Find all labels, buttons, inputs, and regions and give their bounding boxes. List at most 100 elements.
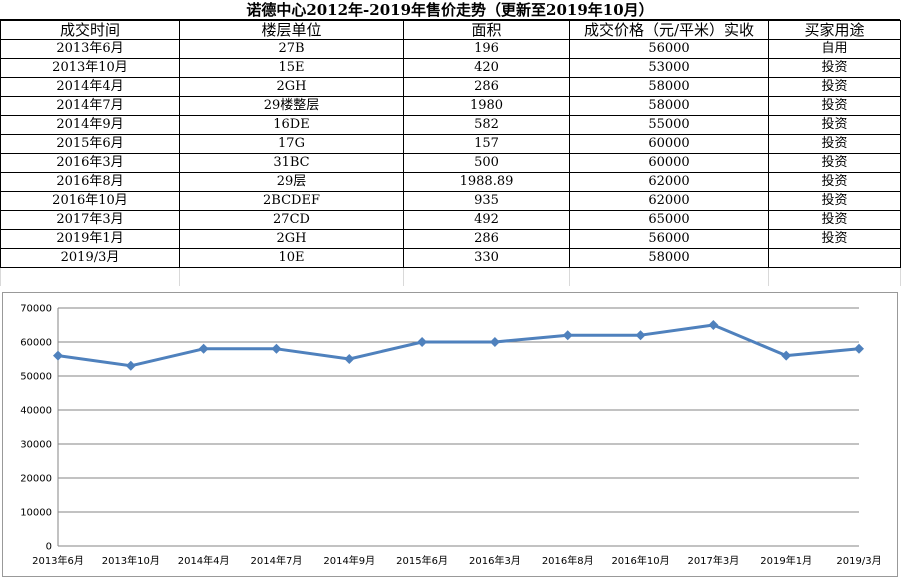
table-cell[interactable]: 29层 xyxy=(179,172,404,192)
table-cell[interactable]: 投资 xyxy=(768,229,901,249)
table-cell[interactable]: 58000 xyxy=(569,77,769,97)
table-cell[interactable]: 2013年6月 xyxy=(0,39,180,59)
table-cell[interactable]: 2019/3月 xyxy=(0,248,180,268)
empty-cell[interactable] xyxy=(403,267,570,286)
table-cell[interactable] xyxy=(768,248,901,268)
table-cell[interactable]: 53000 xyxy=(569,58,769,78)
table-cell[interactable]: 55000 xyxy=(569,115,769,135)
data-point xyxy=(489,337,500,347)
chart-frame[interactable]: 0 10000 20000 30000 40000 50000 60000 70000 2013… xyxy=(2,292,898,577)
table-cell[interactable]: 27CD xyxy=(179,210,404,230)
data-point xyxy=(781,350,792,361)
table-cell[interactable]: 56000 xyxy=(569,39,769,59)
table-cell[interactable]: 投资 xyxy=(768,77,901,97)
table-row: 2013年10月 15E 420 53000 投资 xyxy=(0,58,901,78)
table-cell[interactable]: 2BCDEF xyxy=(179,191,404,211)
table-cell[interactable]: 16DE xyxy=(179,115,404,135)
table-cell[interactable]: 2014年9月 xyxy=(0,115,180,135)
x-tick-label: 2013年6月 xyxy=(32,554,84,567)
table-row: 2014年9月 16DE 582 55000 投资 xyxy=(0,115,901,135)
table-cell[interactable]: 15E xyxy=(179,58,404,78)
empty-cell[interactable] xyxy=(768,267,901,286)
data-point xyxy=(417,337,428,347)
table-cell[interactable]: 投资 xyxy=(768,134,901,154)
column-header[interactable]: 楼层单位 xyxy=(179,20,404,40)
y-tick-label: 30000 xyxy=(20,440,52,451)
table-cell[interactable]: 27B xyxy=(179,39,404,59)
column-header[interactable]: 成交价格（元/平米）实收 xyxy=(569,20,769,40)
table-cell[interactable]: 56000 xyxy=(569,229,769,249)
table-cell[interactable]: 投资 xyxy=(768,210,901,230)
table-cell[interactable]: 286 xyxy=(403,77,570,97)
table-cell[interactable]: 62000 xyxy=(569,172,769,192)
x-tick-label: 2019年1月 xyxy=(760,554,812,567)
y-tick-label: 60000 xyxy=(20,338,52,349)
table-cell[interactable]: 2GH xyxy=(179,229,404,249)
table-cell[interactable]: 投资 xyxy=(768,115,901,135)
table-cell[interactable]: 500 xyxy=(403,153,570,173)
data-point xyxy=(53,350,63,361)
table-cell[interactable]: 2016年10月 xyxy=(0,191,180,211)
table-cell[interactable]: 1988.89 xyxy=(403,172,570,192)
table-cell[interactable]: 492 xyxy=(403,210,570,230)
column-header[interactable]: 成交时间 xyxy=(0,20,180,40)
data-point xyxy=(198,343,209,354)
table-cell[interactable]: 65000 xyxy=(569,210,769,230)
table-cell[interactable]: 投资 xyxy=(768,58,901,78)
table-cell[interactable]: 58000 xyxy=(569,248,769,268)
table-cell[interactable]: 2015年6月 xyxy=(0,134,180,154)
data-point xyxy=(344,354,355,364)
table-cell[interactable]: 2016年3月 xyxy=(0,153,180,173)
table-cell[interactable]: 286 xyxy=(403,229,570,249)
table-cell[interactable]: 31BC xyxy=(179,153,404,173)
table-row: 2015年6月 17G 157 60000 投资 xyxy=(0,134,901,154)
table-cell[interactable]: 2GH xyxy=(179,77,404,97)
table-cell[interactable]: 2013年10月 xyxy=(0,58,180,78)
sales-table: 成交时间 楼层单位 面积 成交价格（元/平米）实收 买家用途 2013年6月 27B 196 5… xyxy=(0,20,901,286)
table-cell[interactable]: 17G xyxy=(179,134,404,154)
x-tick-label: 2014年4月 xyxy=(178,554,230,567)
column-header[interactable]: 买家用途 xyxy=(768,20,901,40)
table-cell[interactable]: 2017年3月 xyxy=(0,210,180,230)
table-cell[interactable]: 投资 xyxy=(768,96,901,116)
table-cell[interactable]: 10E xyxy=(179,248,404,268)
table-cell[interactable]: 1980 xyxy=(403,96,570,116)
table-cell[interactable]: 投资 xyxy=(768,172,901,192)
y-tick-label: 50000 xyxy=(20,372,52,383)
table-cell[interactable]: 582 xyxy=(403,115,570,135)
table-cell[interactable]: 29楼整层 xyxy=(179,96,404,116)
table-cell[interactable]: 196 xyxy=(403,39,570,59)
empty-cell[interactable] xyxy=(179,267,404,286)
table-cell[interactable]: 935 xyxy=(403,191,570,211)
table-cell[interactable]: 157 xyxy=(403,134,570,154)
price-line-chart: 0 10000 20000 30000 40000 50000 60000 70000 2013… xyxy=(20,304,881,568)
table-cell[interactable]: 60000 xyxy=(569,134,769,154)
data-point xyxy=(635,330,646,341)
table-cell[interactable]: 2016年8月 xyxy=(0,172,180,192)
table-row: 2019年1月 2GH 286 56000 投资 xyxy=(0,229,901,249)
table-row: 2014年4月 2GH 286 58000 投资 xyxy=(0,77,901,97)
table-cell[interactable]: 投资 xyxy=(768,153,901,173)
x-tick-label: 2019/3月 xyxy=(836,555,881,567)
x-tick-label: 2016年3月 xyxy=(469,554,521,567)
table-row: 2016年10月 2BCDEF 935 62000 投资 xyxy=(0,191,901,211)
table-cell[interactable]: 420 xyxy=(403,58,570,78)
table-cell[interactable]: 2019年1月 xyxy=(0,229,180,249)
column-header[interactable]: 面积 xyxy=(403,20,570,40)
empty-cell[interactable] xyxy=(0,267,180,286)
table-row: 2019/3月 10E 330 58000 xyxy=(0,248,901,268)
y-tick-label: 10000 xyxy=(20,508,52,519)
table-cell[interactable]: 330 xyxy=(403,248,570,268)
table-cell[interactable]: 58000 xyxy=(569,96,769,116)
table-cell[interactable]: 62000 xyxy=(569,191,769,211)
x-tick-label: 2016年10月 xyxy=(611,554,669,567)
table-cell[interactable]: 2014年7月 xyxy=(0,96,180,116)
table-cell[interactable]: 投资 xyxy=(768,191,901,211)
x-tick-label: 2014年7月 xyxy=(251,554,303,567)
empty-cell[interactable] xyxy=(569,267,769,286)
data-point xyxy=(708,320,719,330)
table-cell[interactable]: 2014年4月 xyxy=(0,77,180,97)
table-cell[interactable]: 60000 xyxy=(569,153,769,173)
header-row: 成交时间 楼层单位 面积 成交价格（元/平米）实收 买家用途 xyxy=(0,20,901,40)
table-cell[interactable]: 自用 xyxy=(768,39,901,59)
